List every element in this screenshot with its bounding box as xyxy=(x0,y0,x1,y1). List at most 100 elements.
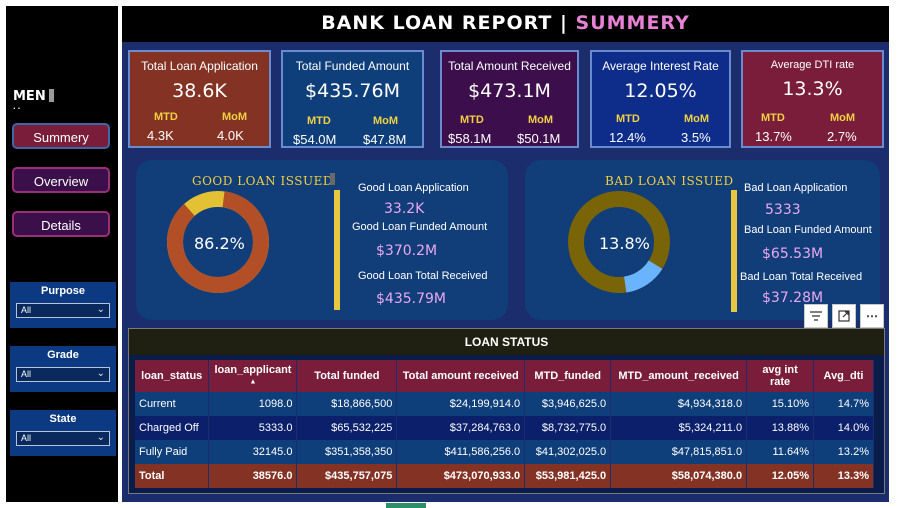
good-loan-donut[interactable] xyxy=(166,190,270,294)
column-header[interactable]: MTD_funded xyxy=(524,360,612,392)
bad-loan-percent: 13.8% xyxy=(599,234,650,253)
table-cell: $65,532,225 xyxy=(296,416,398,440)
table-cell: $58,074,380.0 xyxy=(610,464,748,488)
table-cell: $4,934,318.0 xyxy=(610,392,748,416)
good-loan-funded-value: $370.2M xyxy=(376,243,438,259)
state-filter: State All ⌄ xyxy=(10,410,116,456)
kpi-mtd-value: $54.0M xyxy=(293,132,337,147)
table-total-row[interactable]: Total 38576.0 $435,757,075 $473,070,933.0 $5… xyxy=(135,464,874,488)
chevron-down-icon: ⌄ xyxy=(96,304,105,315)
table-row[interactable]: Charged Off 5333.0 $65,532,225 $37,284,763.… xyxy=(135,416,874,440)
kpi-value: 13.3% xyxy=(782,78,843,100)
page-tab-indicator[interactable] xyxy=(386,503,426,508)
kpi-mom-value: $50.1M xyxy=(517,131,561,146)
kpi-mom-value: 2.7% xyxy=(827,129,857,144)
kpi-total-amount-received[interactable]: Total Amount Received $473.1M MTD MoM $5… xyxy=(440,50,579,148)
state-dropdown[interactable]: All ⌄ xyxy=(16,431,110,446)
focus-mode-icon[interactable] xyxy=(832,304,856,328)
visual-header-toolbar: ⋯ xyxy=(804,304,886,328)
grade-dropdown-value: All xyxy=(21,369,32,379)
sort-ascending-icon: ▲ xyxy=(249,378,257,386)
table-row[interactable]: Current 1098.0 $18,866,500 $24,199,914.0 $3,… xyxy=(135,392,874,416)
chevron-down-icon: ⌄ xyxy=(96,432,105,443)
table-cell: $5,324,211.0 xyxy=(610,416,748,440)
column-header[interactable]: Total funded xyxy=(296,360,398,392)
nav-overview-button[interactable]: Overview xyxy=(12,167,110,193)
table-cell: 38576.0 xyxy=(208,464,298,488)
kpi-mom-value: 3.5% xyxy=(681,130,711,145)
table-cell: Fully Paid xyxy=(135,440,210,464)
table-cell: 13.88% xyxy=(746,416,814,440)
table-cell: 5333.0 xyxy=(208,416,298,440)
table-cell: $47,815,851.0 xyxy=(610,440,748,464)
kpi-total-loan-application[interactable]: Total Loan Application 38.6K MTD MoM 4.3… xyxy=(128,50,271,148)
table-cell: $351,358,350 xyxy=(296,440,398,464)
kpi-average-interest-rate[interactable]: Average Interest Rate 12.05% MTD MoM 12.… xyxy=(590,50,731,148)
kpi-total-funded-amount[interactable]: Total Funded Amount $435.76M MTD MoM $54… xyxy=(281,50,424,148)
good-loan-received-label: Good Loan Total Received xyxy=(358,270,488,282)
bad-loan-funded-value: $65.53M xyxy=(762,246,824,262)
kpi-label: Total Amount Received xyxy=(448,59,571,73)
purpose-dropdown-value: All xyxy=(21,305,32,315)
good-loan-funded-label: Good Loan Funded Amount xyxy=(352,221,488,233)
kpi-mtd-value: 12.4% xyxy=(609,130,646,145)
kpi-value: $473.1M xyxy=(468,80,551,102)
nav-details-button[interactable]: Details xyxy=(12,211,110,237)
nav-summery-button[interactable]: Summery xyxy=(12,123,110,149)
page-title: BANK LOAN REPORT | SUMMERY xyxy=(122,6,889,42)
bad-loan-panel: BAD LOAN ISSUED 13.8% Bad Loan Applicati… xyxy=(525,160,880,320)
table-cell: 15.10% xyxy=(746,392,814,416)
table-cell: $41,302,025.0 xyxy=(524,440,612,464)
kpi-value: $435.76M xyxy=(305,80,400,102)
good-loan-panel: GOOD LOAN ISSUED 86.2% Good Loan Applica… xyxy=(136,160,508,320)
good-loan-application-label: Good Loan Application xyxy=(358,182,469,194)
kpi-value: 38.6K xyxy=(172,80,227,102)
table-cell: 1098.0 xyxy=(208,392,298,416)
table-cell: $3,946,625.0 xyxy=(524,392,612,416)
state-dropdown-value: All xyxy=(21,433,32,443)
sidebar: MEN.. Summery Overview Details Purpose A… xyxy=(6,6,118,502)
kpi-mtd-value: $58.1M xyxy=(448,131,492,146)
bad-loan-received-value: $37.28M xyxy=(762,290,824,306)
kpi-average-dti-rate[interactable]: Average DTI rate 13.3% MTD MoM 13.7% 2.7… xyxy=(741,50,884,148)
bad-loan-donut-remainder[interactable] xyxy=(568,191,670,293)
page-title-accent: SUMMERY xyxy=(575,12,690,34)
bad-loan-application-value: 5333 xyxy=(765,202,801,218)
table-cell: $24,199,914.0 xyxy=(396,392,526,416)
bad-loan-application-label: Bad Loan Application xyxy=(744,182,848,194)
panel-grip xyxy=(330,173,335,185)
kpi-label: Average DTI rate xyxy=(770,59,855,71)
table-cell: Current xyxy=(135,392,210,416)
table-cell: 12.05% xyxy=(746,464,814,488)
good-loan-received-value: $435.79M xyxy=(376,291,446,307)
good-loan-donut-share[interactable] xyxy=(167,191,269,293)
kpi-mom-value: 4.0K xyxy=(217,128,244,143)
table-cell: $435,757,075 xyxy=(296,464,398,488)
column-header[interactable]: avg int rate xyxy=(746,360,814,392)
column-header[interactable]: MTD_amount_received xyxy=(610,360,748,392)
grade-filter-label: Grade xyxy=(47,349,79,361)
bad-loan-received-label: Bad Loan Total Received xyxy=(740,271,863,283)
purpose-dropdown[interactable]: All ⌄ xyxy=(16,303,110,318)
more-options-icon[interactable]: ⋯ xyxy=(860,304,884,328)
purpose-filter: Purpose All ⌄ xyxy=(10,282,116,328)
kpi-label: Total Funded Amount xyxy=(295,59,410,73)
column-header[interactable]: loan_status xyxy=(135,360,210,392)
filter-icon[interactable] xyxy=(804,304,828,328)
table-row[interactable]: Fully Paid 32145.0 $351,358,350 $411,586,25… xyxy=(135,440,874,464)
bad-loan-donut[interactable] xyxy=(567,190,671,294)
grade-dropdown[interactable]: All ⌄ xyxy=(16,367,110,382)
column-header-sorted[interactable]: loan_applicant ▲ xyxy=(208,360,298,392)
good-loan-percent: 86.2% xyxy=(194,234,245,253)
purpose-filter-label: Purpose xyxy=(40,285,85,297)
table-cell: $473,070,933.0 xyxy=(396,464,526,488)
report-canvas: BANK LOAN REPORT | SUMMERY Total Loan Ap… xyxy=(122,6,889,502)
table-cell: 13.2% xyxy=(813,440,874,464)
column-header[interactable]: Avg_dti xyxy=(813,360,874,392)
kpi-value: 12.05% xyxy=(624,80,697,102)
kpi-mtd-label: MTD xyxy=(761,112,785,124)
kpi-mtd-label: MTD xyxy=(154,111,178,123)
column-header[interactable]: Total amount received xyxy=(396,360,526,392)
kpi-mtd-label: MTD xyxy=(460,114,484,126)
kpi-mtd-value: 13.7% xyxy=(755,129,792,144)
